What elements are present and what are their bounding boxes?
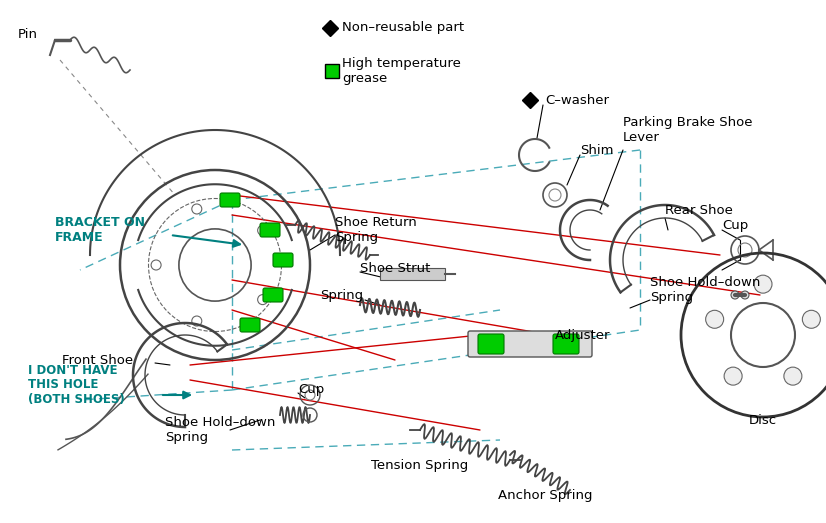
FancyBboxPatch shape xyxy=(263,288,283,302)
Text: Tension Spring: Tension Spring xyxy=(372,459,468,472)
Text: C–washer: C–washer xyxy=(545,94,609,107)
Text: Non–reusable part: Non–reusable part xyxy=(342,21,464,35)
Circle shape xyxy=(741,291,749,299)
Text: Anchor Spring: Anchor Spring xyxy=(498,488,592,502)
FancyBboxPatch shape xyxy=(240,318,260,332)
Text: Parking Brake Shoe
Lever: Parking Brake Shoe Lever xyxy=(623,116,752,144)
Text: Adjuster: Adjuster xyxy=(555,328,610,342)
Text: BRACKET ON
FRAME: BRACKET ON FRAME xyxy=(55,216,145,244)
Circle shape xyxy=(784,367,802,385)
Text: Shoe Strut: Shoe Strut xyxy=(360,262,430,275)
Text: Shoe Hold–down
Spring: Shoe Hold–down Spring xyxy=(650,276,761,304)
Text: Spring: Spring xyxy=(320,290,363,302)
Text: Cup: Cup xyxy=(722,219,748,232)
Circle shape xyxy=(705,310,724,328)
Text: Shoe Hold–down
Spring: Shoe Hold–down Spring xyxy=(165,416,275,444)
FancyBboxPatch shape xyxy=(380,268,445,280)
FancyBboxPatch shape xyxy=(553,334,579,354)
Bar xyxy=(325,64,339,78)
Text: High temperature
grease: High temperature grease xyxy=(342,57,461,85)
FancyBboxPatch shape xyxy=(478,334,504,354)
Circle shape xyxy=(724,367,742,385)
Text: Cup: Cup xyxy=(298,383,325,396)
FancyBboxPatch shape xyxy=(220,193,240,207)
Text: Rear Shoe: Rear Shoe xyxy=(665,203,733,217)
Text: Pin: Pin xyxy=(18,28,38,41)
Circle shape xyxy=(754,275,772,293)
FancyBboxPatch shape xyxy=(273,253,293,267)
FancyBboxPatch shape xyxy=(260,223,280,237)
Text: Disc: Disc xyxy=(749,414,777,426)
Text: Front Shoe: Front Shoe xyxy=(62,354,133,367)
Text: Shim: Shim xyxy=(580,143,614,156)
FancyBboxPatch shape xyxy=(468,331,592,357)
Text: Shoe Return
Spring: Shoe Return Spring xyxy=(335,216,417,244)
Circle shape xyxy=(731,291,739,299)
Circle shape xyxy=(802,310,820,328)
Text: I DON'T HAVE
THIS HOLE
(BOTH SHOES): I DON'T HAVE THIS HOLE (BOTH SHOES) xyxy=(28,363,125,406)
